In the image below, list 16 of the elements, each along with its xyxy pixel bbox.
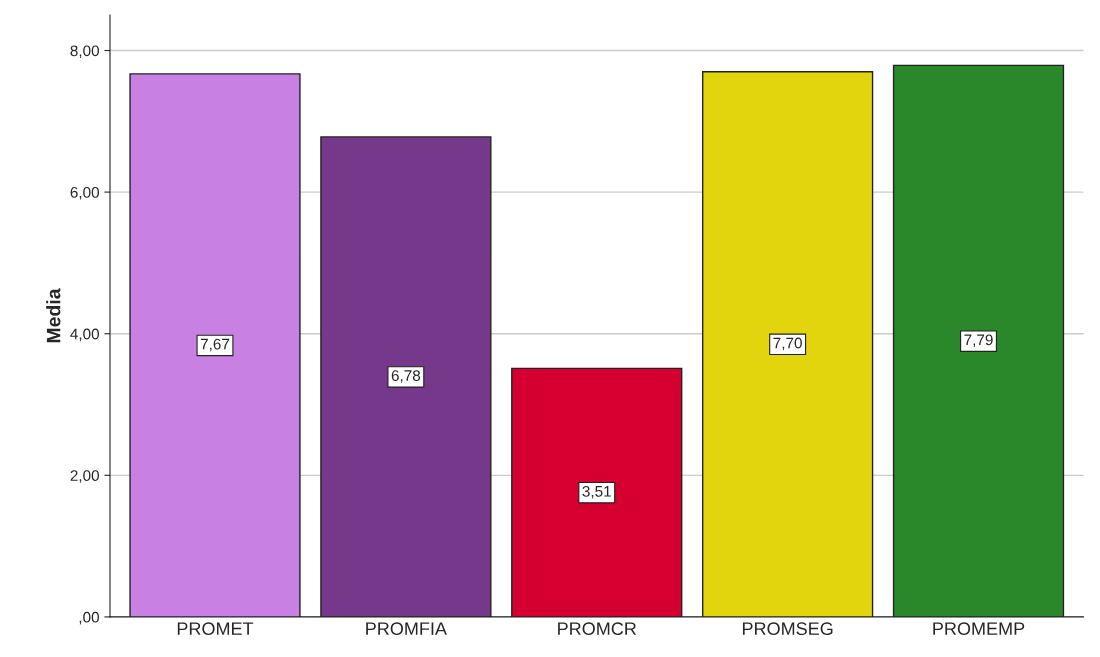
y-tick-label: 2,00 xyxy=(70,470,99,483)
x-tick-label: PROMFIA xyxy=(366,622,447,636)
data-label: 6,78 xyxy=(391,370,421,383)
y-tick-label: 8,00 xyxy=(70,45,99,58)
y-tick-label: 6,00 xyxy=(70,186,99,200)
y-axis-title: Media xyxy=(46,288,61,343)
data-label: 7,67 xyxy=(200,338,230,352)
data-label: 7,79 xyxy=(964,334,993,348)
y-tick-label: 4,00 xyxy=(70,328,99,342)
x-tick-label: PROMET xyxy=(177,622,254,636)
x-tick-label: PROMEMP xyxy=(933,622,1025,636)
x-tick-label: PROMSEG xyxy=(742,622,833,636)
data-label: 7,70 xyxy=(773,337,802,351)
y-tick-label: ,00 xyxy=(79,611,99,625)
x-tick-label: PROMCR xyxy=(558,622,637,636)
data-label: 3,51 xyxy=(582,485,611,499)
